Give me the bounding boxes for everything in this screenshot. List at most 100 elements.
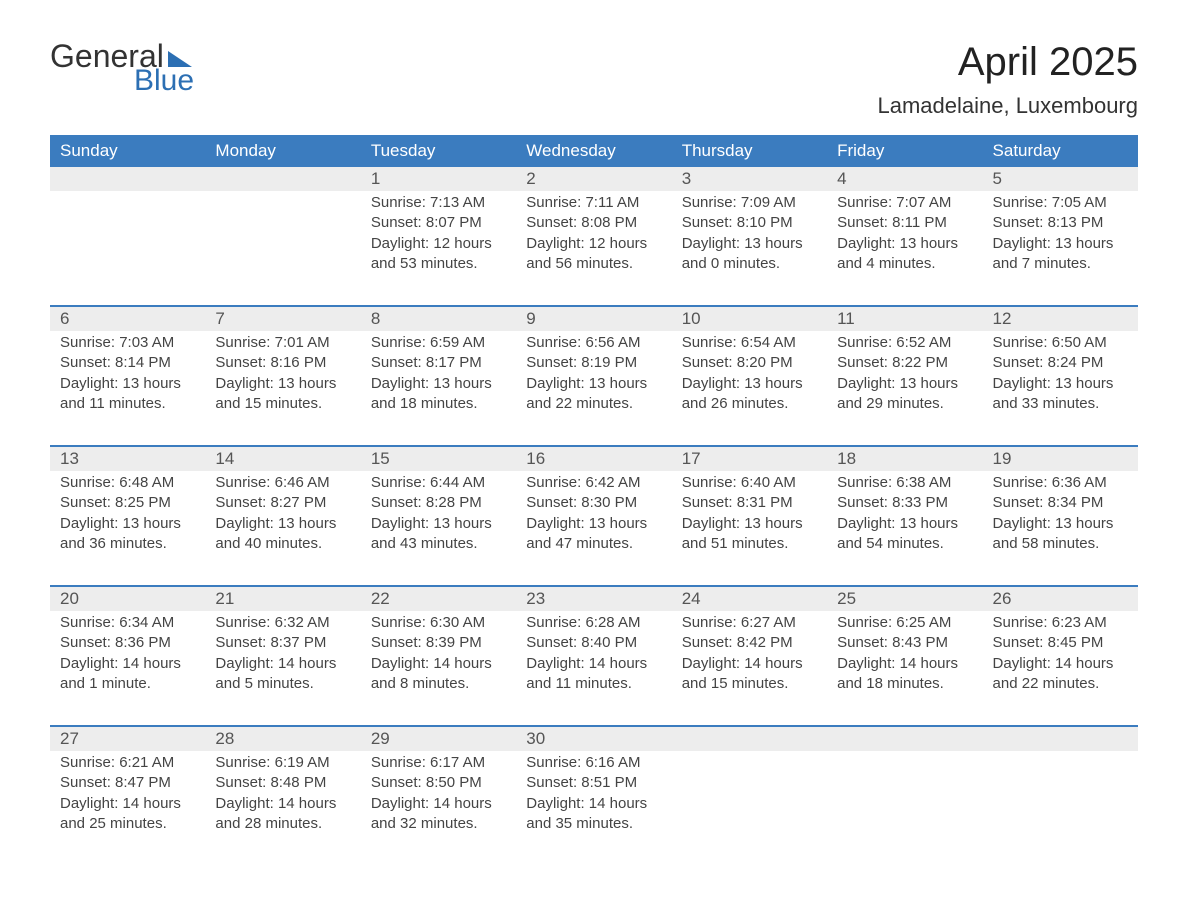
sunrise-text: Sunrise: 6:50 AM — [993, 333, 1128, 353]
daylight-text: Daylight: 13 hours and 29 minutes. — [837, 374, 972, 415]
sunset-text: Sunset: 8:30 PM — [526, 493, 661, 513]
sunset-text: Sunset: 8:08 PM — [526, 213, 661, 233]
daylight-text: Daylight: 14 hours and 1 minute. — [60, 654, 195, 695]
sunrise-text: Sunrise: 7:13 AM — [371, 193, 506, 213]
daylight-text: Daylight: 13 hours and 51 minutes. — [682, 514, 817, 555]
day-body-cell: Sunrise: 6:42 AMSunset: 8:30 PMDaylight:… — [516, 473, 671, 563]
day-number: 3 — [682, 167, 817, 191]
daylight-text: Daylight: 13 hours and 11 minutes. — [60, 374, 195, 415]
day-number: 21 — [215, 587, 350, 611]
day-number-cell: 2 — [516, 167, 671, 191]
day-number: 19 — [993, 447, 1128, 471]
sunset-text: Sunset: 8:27 PM — [215, 493, 350, 513]
day-body-row: Sunrise: 6:21 AMSunset: 8:47 PMDaylight:… — [50, 751, 1138, 851]
day-number: 25 — [837, 587, 972, 611]
day-number-cell: 16 — [516, 447, 671, 471]
day-number: 18 — [837, 447, 972, 471]
daylight-text: Daylight: 13 hours and 18 minutes. — [371, 374, 506, 415]
day-number: 22 — [371, 587, 506, 611]
daylight-text: Daylight: 13 hours and 58 minutes. — [993, 514, 1128, 555]
sunset-text: Sunset: 8:40 PM — [526, 633, 661, 653]
sunset-text: Sunset: 8:13 PM — [993, 213, 1128, 233]
day-number-cell: 10 — [672, 307, 827, 331]
day-number-cell: 22 — [361, 587, 516, 611]
sunrise-text: Sunrise: 6:56 AM — [526, 333, 661, 353]
daylight-text: Daylight: 13 hours and 7 minutes. — [993, 234, 1128, 275]
day-number-cell: 18 — [827, 447, 982, 471]
week-block: 27282930Sunrise: 6:21 AMSunset: 8:47 PMD… — [50, 725, 1138, 851]
day-number-cell: 28 — [205, 727, 360, 751]
day-number: 8 — [371, 307, 506, 331]
day-number-row: 27282930 — [50, 725, 1138, 751]
daylight-text: Daylight: 13 hours and 33 minutes. — [993, 374, 1128, 415]
daylight-text: Daylight: 12 hours and 53 minutes. — [371, 234, 506, 275]
day-number: 14 — [215, 447, 350, 471]
sunset-text: Sunset: 8:39 PM — [371, 633, 506, 653]
week-block: 13 14 15 1617 18 19 Sunrise: 6:48 AM Sunset: 8:… — [50, 445, 1138, 571]
day-number: 7 — [215, 307, 350, 331]
day-number — [682, 727, 817, 731]
day-number-cell: 17 — [672, 447, 827, 471]
day-body-cell: Sunrise: 6:25 AMSunset: 8:43 PMDaylight:… — [827, 613, 982, 703]
day-body-cell: Sunrise: 6:56 AMSunset: 8:19 PMDaylight:… — [516, 333, 671, 423]
day-number-cell: 5 — [983, 167, 1138, 191]
daylight-text: Daylight: 14 hours and 25 minutes. — [60, 794, 195, 835]
sunset-text: Sunset: 8:31 PM — [682, 493, 817, 513]
sunrise-text: Sunrise: 6:28 AM — [526, 613, 661, 633]
sunrise-text: Sunrise: 6:23 AM — [993, 613, 1128, 633]
week-block: 20212223242526Sunrise: 6:34 AMSunset: 8:… — [50, 585, 1138, 711]
sunset-text: Sunset: 8:47 PM — [60, 773, 195, 793]
sunset-text: Sunset: 8:07 PM — [371, 213, 506, 233]
location-subtitle: Lamadelaine, Luxembourg — [877, 93, 1138, 119]
daylight-text: Daylight: 14 hours and 32 minutes. — [371, 794, 506, 835]
daylight-text: Daylight: 13 hours and 43 minutes. — [371, 514, 506, 555]
sunrise-text: Sunrise: 6:32 AM — [215, 613, 350, 633]
weekday-header: Thursday — [672, 135, 827, 167]
sunrise-text: Sunrise: 6:34 AM — [60, 613, 195, 633]
week-block: 12345Sunrise: 7:13 AMSunset: 8:07 PMDayl… — [50, 167, 1138, 291]
day-number: 30 — [526, 727, 661, 751]
sunrise-text: Sunrise: 6:48 AM — [60, 473, 195, 493]
day-number: 11 — [837, 307, 972, 331]
weekday-header: Wednesday — [516, 135, 671, 167]
day-number-cell: 11 — [827, 307, 982, 331]
day-body-cell: Sunrise: 6:19 AMSunset: 8:48 PMDaylight:… — [205, 753, 360, 843]
day-number-cell: 15 — [361, 447, 516, 471]
sunset-text: Sunset: 8:16 PM — [215, 353, 350, 373]
day-number-cell: 26 — [983, 587, 1138, 611]
day-number: 13 — [60, 447, 195, 471]
day-body-cell: Sunrise: 6:44 AMSunset: 8:28 PMDaylight:… — [361, 473, 516, 563]
day-number: 24 — [682, 587, 817, 611]
day-body-row: Sunrise: 6:34 AMSunset: 8:36 PMDaylight:… — [50, 611, 1138, 711]
day-body-cell: Sunrise: 6:28 AMSunset: 8:40 PMDaylight:… — [516, 613, 671, 703]
day-number: 26 — [993, 587, 1128, 611]
sunset-text: Sunset: 8:28 PM — [371, 493, 506, 513]
day-number — [60, 167, 195, 171]
daylight-text: Daylight: 13 hours and 0 minutes. — [682, 234, 817, 275]
day-number — [215, 167, 350, 171]
sunset-text: Sunset: 8:22 PM — [837, 353, 972, 373]
day-body-cell: Sunrise: 6:16 AMSunset: 8:51 PMDaylight:… — [516, 753, 671, 843]
day-number-cell — [50, 167, 205, 191]
day-body-cell: Sunrise: 7:07 AMSunset: 8:11 PMDaylight:… — [827, 193, 982, 283]
day-body-row: Sunrise: 7:13 AMSunset: 8:07 PMDaylight:… — [50, 191, 1138, 291]
weekday-header-row: Sunday Monday Tuesday Wednesday Thursday… — [50, 135, 1138, 167]
day-number: 15 — [371, 447, 506, 471]
day-body-cell: Sunrise: 6:50 AMSunset: 8:24 PMDaylight:… — [983, 333, 1138, 423]
day-body-cell: Sunrise: 7:05 AMSunset: 8:13 PMDaylight:… — [983, 193, 1138, 283]
day-body-cell: Sunrise: 7:13 AMSunset: 8:07 PMDaylight:… — [361, 193, 516, 283]
day-number-row: 6789101112 — [50, 305, 1138, 331]
sunset-text: Sunset: 8:45 PM — [993, 633, 1128, 653]
page-header: General Blue April 2025 Lamadelaine, Lux… — [50, 40, 1138, 119]
daylight-text: Daylight: 12 hours and 56 minutes. — [526, 234, 661, 275]
day-body-cell: Sunrise: 6:34 AMSunset: 8:36 PMDaylight:… — [50, 613, 205, 703]
day-number: 27 — [60, 727, 195, 751]
sunrise-text: Sunrise: 6:40 AM — [682, 473, 817, 493]
day-number: 2 — [526, 167, 661, 191]
month-title: April 2025 — [877, 40, 1138, 85]
sunrise-text: Sunrise: 7:05 AM — [993, 193, 1128, 213]
day-number: 4 — [837, 167, 972, 191]
sunrise-text: Sunrise: 6:25 AM — [837, 613, 972, 633]
day-body-cell — [205, 193, 360, 283]
day-number-cell: 1 — [361, 167, 516, 191]
